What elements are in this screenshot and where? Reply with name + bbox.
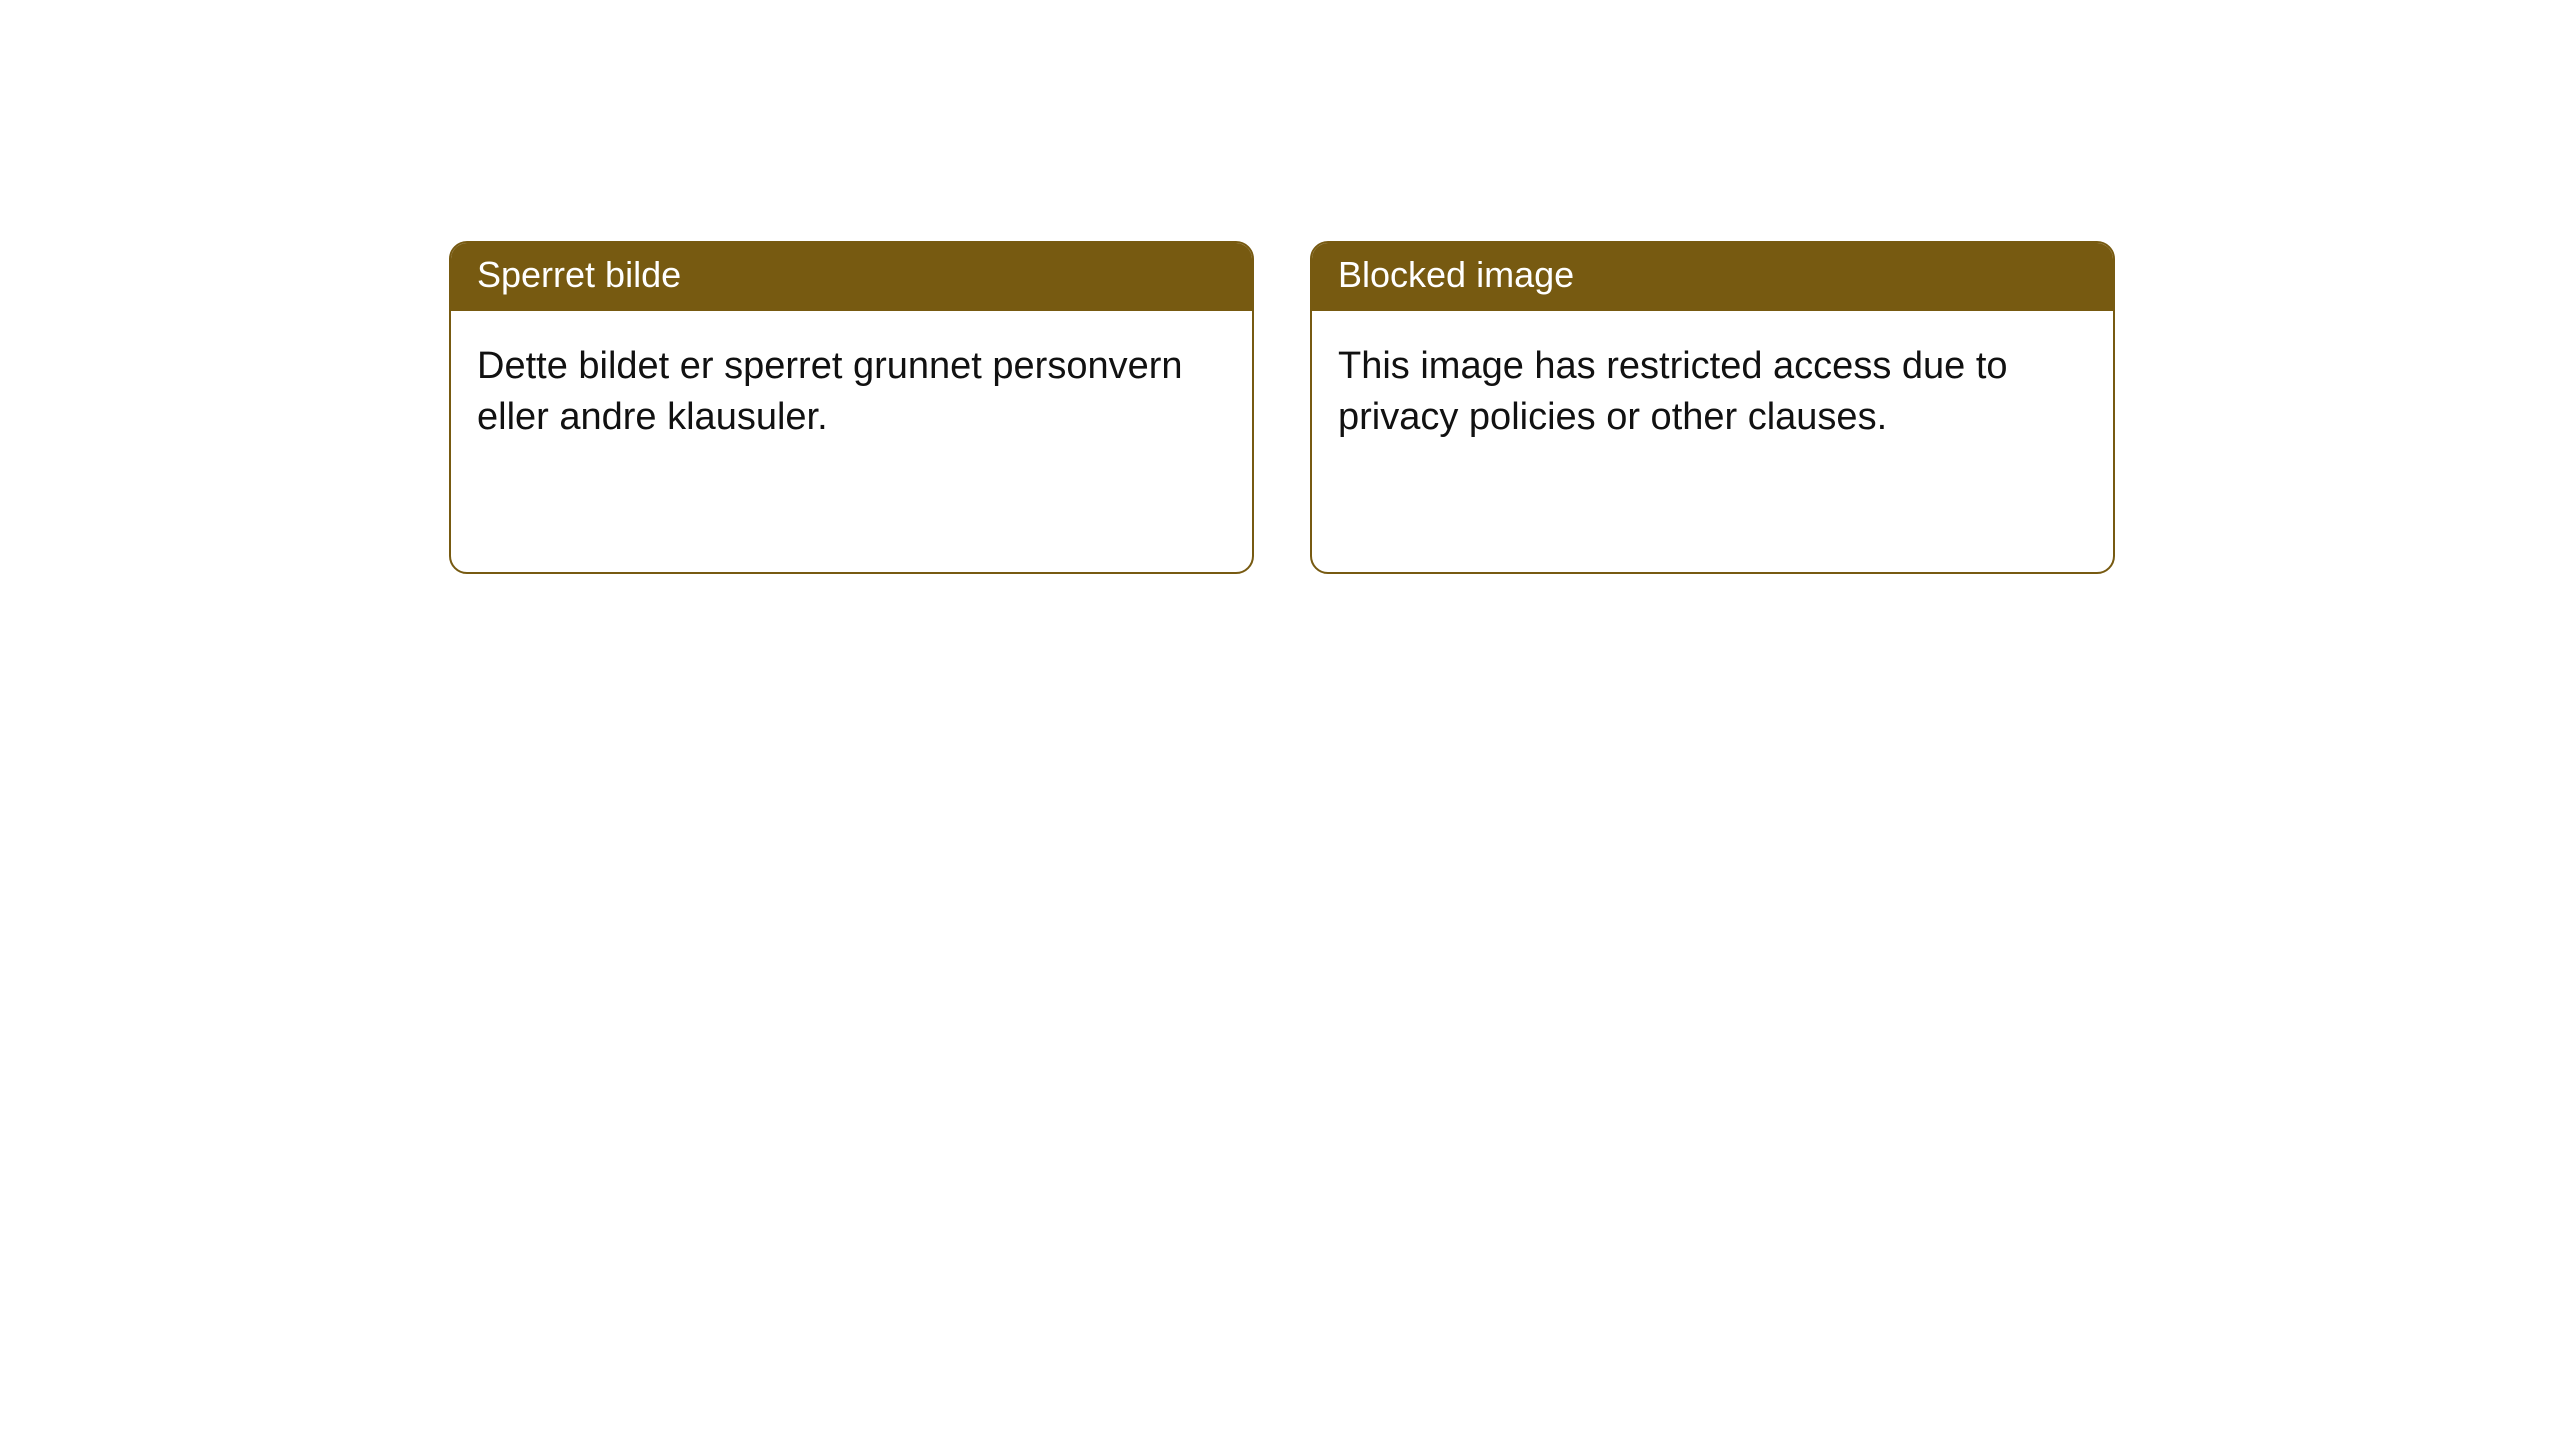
notice-body: This image has restricted access due to …	[1312, 311, 2113, 474]
notice-card-norwegian: Sperret bilde Dette bildet er sperret gr…	[449, 241, 1254, 574]
notice-container: Sperret bilde Dette bildet er sperret gr…	[0, 0, 2560, 574]
notice-title: Blocked image	[1312, 243, 2113, 311]
notice-body: Dette bildet er sperret grunnet personve…	[451, 311, 1252, 474]
notice-card-english: Blocked image This image has restricted …	[1310, 241, 2115, 574]
notice-title: Sperret bilde	[451, 243, 1252, 311]
